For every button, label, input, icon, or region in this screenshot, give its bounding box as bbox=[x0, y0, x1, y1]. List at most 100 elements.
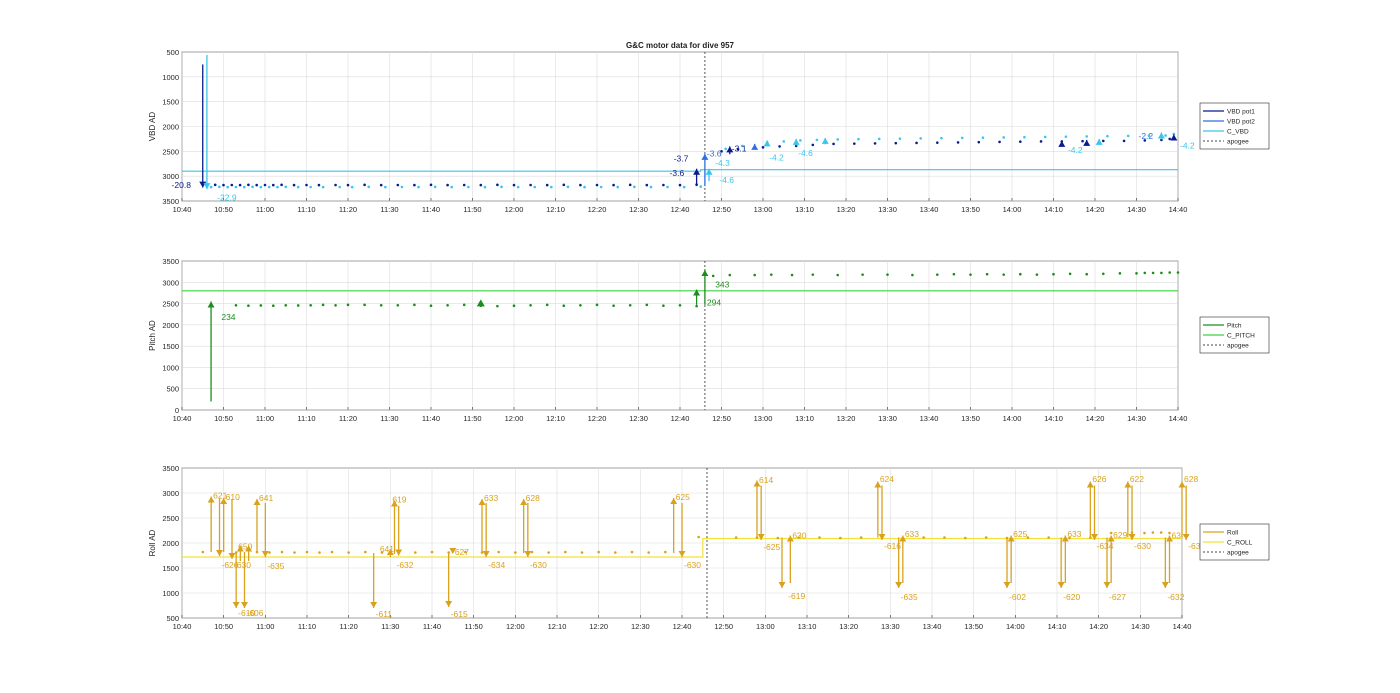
legend-entry: apogee bbox=[1227, 139, 1249, 146]
data-label: 625 bbox=[676, 492, 690, 502]
data-label: -634 bbox=[1097, 541, 1114, 551]
x-tick-label: 12:30 bbox=[631, 622, 650, 631]
data-point bbox=[272, 183, 275, 187]
data-label: -4.6 bbox=[719, 175, 734, 185]
data-point bbox=[1151, 271, 1155, 275]
data-point bbox=[859, 536, 863, 539]
data-label: -611 bbox=[376, 609, 393, 619]
arrow-head bbox=[253, 499, 261, 505]
data-point bbox=[599, 185, 603, 189]
x-tick-label: 10:50 bbox=[214, 205, 233, 214]
arrow-head bbox=[701, 153, 709, 160]
data-point bbox=[255, 550, 259, 554]
panel-3: 10:40 10:50 11:00 11:10 11:20 11:30 11:40 11:50… bbox=[148, 464, 1270, 631]
data-label: 614 bbox=[759, 475, 773, 485]
data-point bbox=[213, 183, 217, 187]
data-point bbox=[666, 185, 669, 189]
data-point bbox=[645, 303, 649, 307]
data-point bbox=[292, 183, 296, 187]
arrow-head bbox=[236, 545, 244, 552]
x-tick-label: 13:20 bbox=[839, 622, 858, 631]
legend-entry: apogee bbox=[1227, 550, 1249, 557]
data-label: -630 bbox=[1134, 541, 1151, 551]
data-point bbox=[734, 536, 738, 539]
data-point bbox=[861, 273, 864, 276]
data-label: 633 bbox=[484, 493, 498, 503]
y-tick-label: 1000 bbox=[162, 363, 179, 372]
x-tick-label: 13:30 bbox=[878, 205, 897, 214]
y-tick-label: 2500 bbox=[162, 300, 179, 309]
data-label: 625 bbox=[1013, 529, 1027, 539]
x-tick-label: 13:10 bbox=[795, 414, 814, 423]
data-point bbox=[1164, 134, 1167, 137]
data-point bbox=[238, 183, 242, 187]
y-tick-label: 2500 bbox=[162, 147, 179, 156]
data-point bbox=[280, 183, 283, 187]
data-point bbox=[446, 183, 449, 187]
data-point bbox=[724, 147, 727, 151]
x-tick-label: 14:20 bbox=[1086, 205, 1105, 214]
data-point bbox=[1122, 139, 1126, 143]
data-point bbox=[414, 551, 417, 554]
data-point bbox=[467, 185, 470, 189]
x-tick-label: 13:00 bbox=[756, 622, 775, 631]
x-tick-label: 12:20 bbox=[588, 205, 607, 214]
data-point bbox=[500, 185, 503, 189]
data-point bbox=[479, 183, 483, 187]
data-label: -620 bbox=[1063, 592, 1080, 602]
data-point bbox=[529, 183, 532, 187]
data-point bbox=[413, 183, 416, 187]
data-point bbox=[1126, 134, 1130, 138]
data-label: -3.1 bbox=[732, 143, 747, 153]
x-tick-label: 10:40 bbox=[173, 414, 192, 423]
x-tick-label: 13:20 bbox=[837, 414, 856, 423]
x-tick-label: 11:40 bbox=[422, 414, 440, 423]
arrow-head bbox=[482, 551, 490, 557]
x-tick-label: 12:10 bbox=[546, 414, 565, 423]
data-point bbox=[630, 550, 634, 554]
data-point bbox=[678, 303, 682, 307]
arrow-head bbox=[370, 602, 378, 608]
x-tick-label: 11:40 bbox=[422, 205, 440, 214]
data-point bbox=[296, 304, 300, 307]
data-point bbox=[839, 536, 842, 540]
data-point bbox=[628, 303, 632, 307]
data-label: 628 bbox=[1184, 474, 1198, 484]
data-point bbox=[321, 185, 325, 189]
data-point bbox=[753, 273, 756, 277]
data-point bbox=[695, 304, 698, 308]
data-point bbox=[234, 185, 238, 189]
data-point bbox=[836, 138, 839, 141]
data-label: 641 bbox=[259, 493, 273, 503]
x-tick-label: 11:10 bbox=[297, 414, 315, 423]
data-point bbox=[259, 185, 263, 189]
x-tick-label: 11:20 bbox=[339, 205, 357, 214]
data-point bbox=[379, 303, 383, 307]
x-tick-label: 11:20 bbox=[340, 622, 358, 631]
arrow-head bbox=[391, 500, 398, 507]
data-point bbox=[960, 136, 964, 140]
arrow-head bbox=[726, 146, 734, 153]
data-point bbox=[496, 183, 499, 187]
data-point bbox=[1118, 272, 1122, 275]
data-point bbox=[894, 141, 898, 145]
data-label: -616 bbox=[884, 541, 901, 551]
data-point bbox=[936, 141, 939, 144]
arrow-head bbox=[778, 582, 786, 588]
y-tick-label: 3000 bbox=[162, 172, 179, 181]
x-tick-label: 11:30 bbox=[381, 622, 399, 631]
arrow-head bbox=[245, 545, 253, 552]
panel-1: 10:40 10:50 11:00 11:10 11:20 11:30 11:40 11:50… bbox=[148, 48, 1270, 214]
data-point bbox=[417, 185, 420, 189]
data-point bbox=[1143, 531, 1146, 535]
data-point bbox=[898, 137, 902, 140]
arrow-head bbox=[899, 535, 907, 542]
arrow-head bbox=[693, 168, 701, 175]
data-point bbox=[350, 185, 354, 189]
data-point bbox=[956, 141, 960, 144]
data-point bbox=[886, 273, 889, 276]
data-point bbox=[566, 185, 570, 189]
arrow-head bbox=[261, 551, 269, 557]
y-tick-label: 500 bbox=[166, 385, 179, 394]
x-tick-label: 12:00 bbox=[506, 622, 525, 631]
